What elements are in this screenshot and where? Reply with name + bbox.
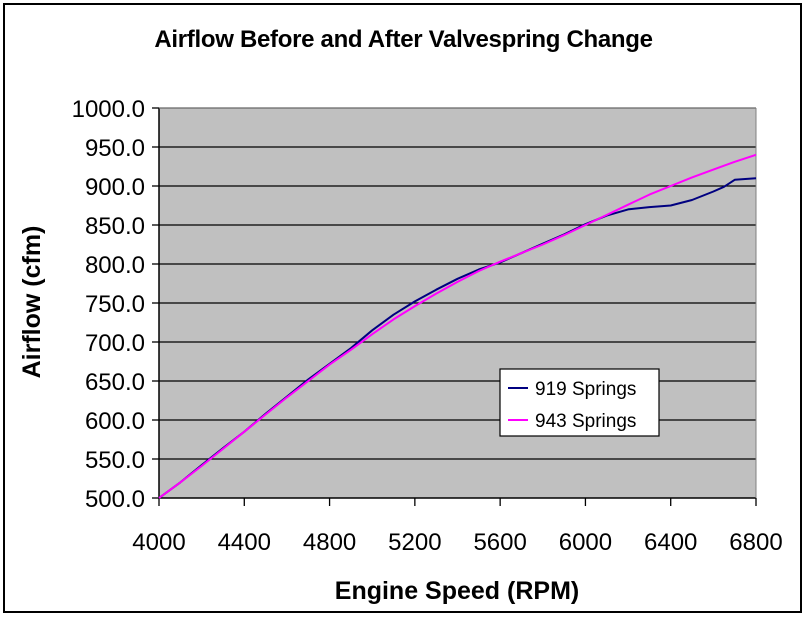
y-tick-label: 1000.0 (72, 96, 145, 123)
y-tick-label: 950.0 (85, 135, 145, 162)
y-tick-label: 750.0 (85, 291, 145, 318)
x-tick-label: 6800 (729, 529, 782, 556)
x-axis-title: Engine Speed (RPM) (335, 577, 579, 605)
y-tick-label: 800.0 (85, 252, 145, 279)
series-line-943-springs (158, 153, 757, 499)
legend: 919 Springs 943 Springs (499, 368, 660, 437)
y-tick-label: 500.0 (85, 486, 145, 513)
legend-label: 943 Springs (535, 411, 636, 432)
y-axis-title: Airflow (cfm) (18, 226, 46, 379)
y-tick-label: 900.0 (85, 174, 145, 201)
x-tick-label: 6000 (559, 529, 612, 556)
y-tick-label: 700.0 (85, 330, 145, 357)
legend-box (499, 368, 660, 437)
x-tick-label: 5200 (388, 529, 441, 556)
legend-label: 919 Springs (535, 379, 636, 400)
axes (158, 107, 757, 506)
y-tick-labels: 500.0 550.0 600.0 650.0 700.0 750.0 800.0 850.0… (72, 96, 145, 513)
y-tick-label: 650.0 (85, 369, 145, 396)
x-tick-labels: 4000 4400 4800 5200 5600 6000 6400 6800 (132, 529, 782, 556)
x-tick-label: 4400 (218, 529, 271, 556)
y-tick-label: 850.0 (85, 213, 145, 240)
y-tick-label: 550.0 (85, 447, 145, 474)
x-tick-label: 6400 (644, 529, 697, 556)
x-tick-label: 5600 (473, 529, 526, 556)
chart-title: Airflow Before and After Valvespring Cha… (154, 26, 653, 53)
x-tick-label: 4800 (303, 529, 356, 556)
series-lines (158, 153, 757, 499)
y-tick-label: 600.0 (85, 408, 145, 435)
x-tick-label: 4000 (132, 529, 185, 556)
